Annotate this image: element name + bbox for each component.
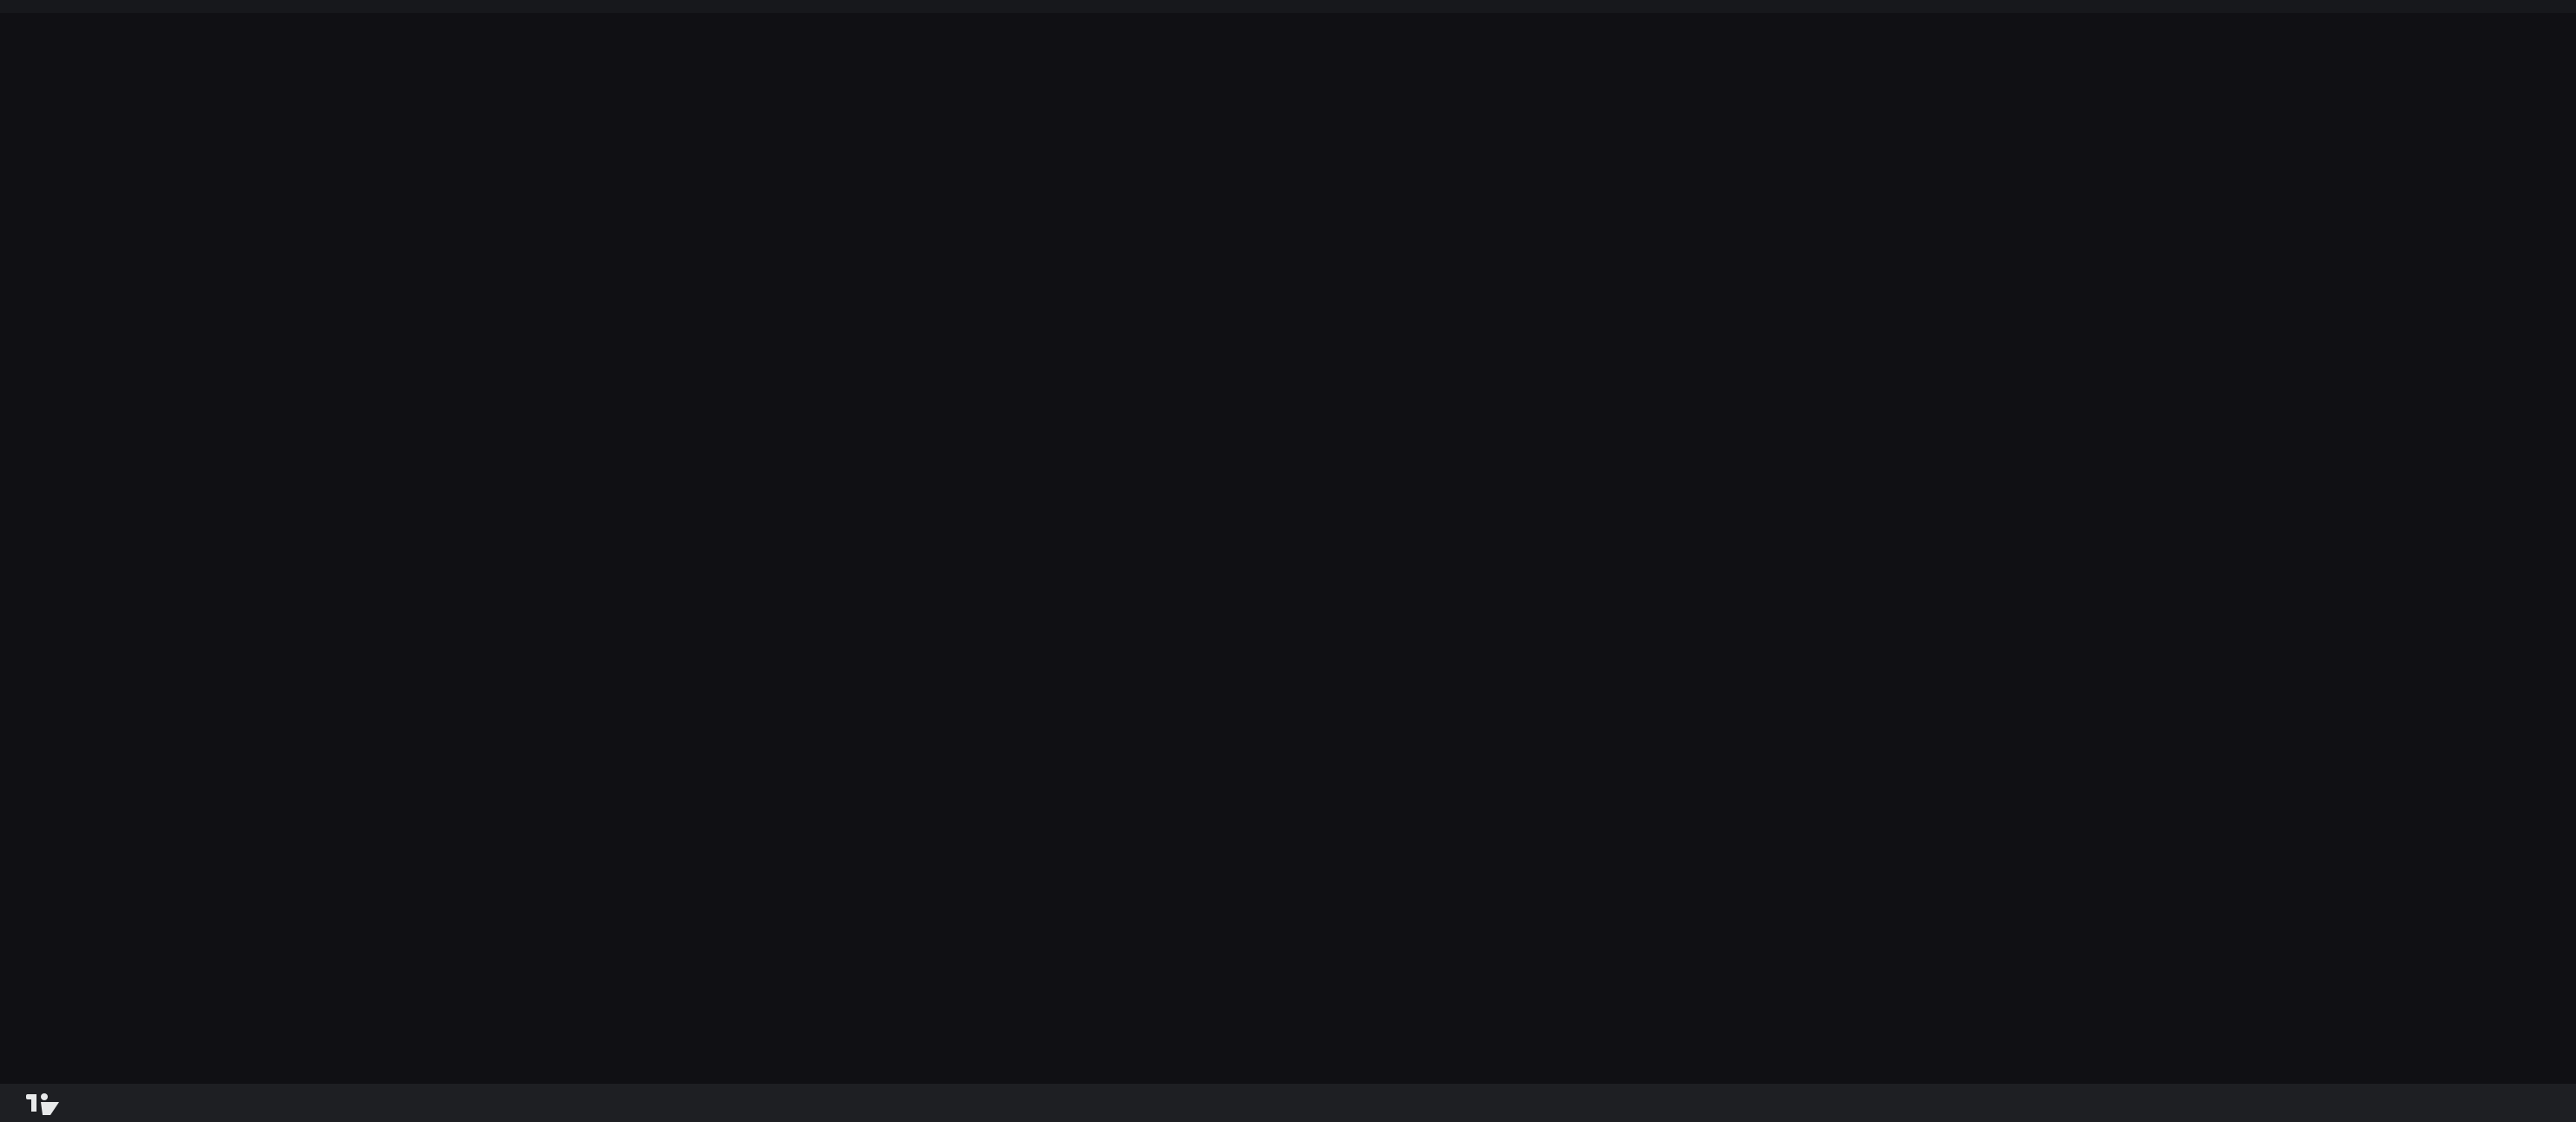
tradingview-logo-icon[interactable] — [26, 1091, 61, 1117]
watermark-credit — [0, 0, 2576, 13]
footer-bar — [0, 1084, 2576, 1122]
